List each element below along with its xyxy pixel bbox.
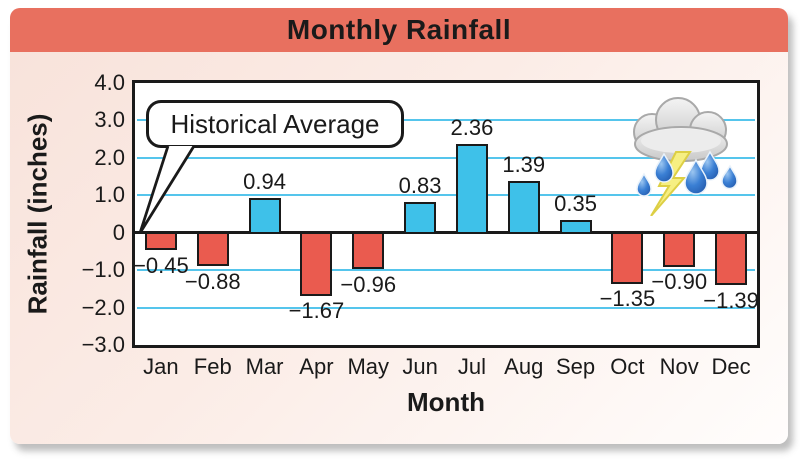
x-tick-label: Aug [504,354,544,379]
bar-value-label: −1.35 [599,286,656,312]
bar [611,231,644,284]
gridline [137,156,755,159]
bar-value-label: −0.90 [651,269,708,295]
y-tick-label: 1.0 [94,182,125,208]
x-tick-label: Mar [245,354,284,379]
x-tick-label: Jan [143,354,179,379]
gridline [137,269,755,272]
gridline [137,119,755,122]
bar [715,231,748,286]
y-tick-label: 0 [112,219,125,245]
y-tick-label: −1.0 [81,257,125,283]
bar [352,231,385,270]
historical-average-label: Historical Average [170,108,380,139]
gridline [137,306,755,309]
y-tick-label: 4.0 [94,70,125,95]
x-tick-label: Dec [711,354,751,379]
bar-value-label: 0.94 [243,168,286,194]
cloud-shape [633,97,728,162]
x-tick-label: Feb [193,354,232,379]
storm-cloud-rain-lightning-icon [633,97,738,216]
x-tick-label: Apr [299,354,334,379]
gridline [137,194,755,197]
y-tick-label: 2.0 [94,144,125,170]
bar-value-label: 0.83 [398,172,442,198]
zero-line [135,231,757,235]
x-tick-label: May [347,354,390,379]
bar-value-label: −1.67 [288,298,345,324]
bar-value-label: −0.88 [184,268,241,294]
bar [404,201,437,235]
y-axis-title: Rainfall (inches) [22,113,53,315]
bar-value-label: 0.35 [554,190,597,216]
x-tick-label: Jun [402,354,438,379]
bar-value-label: −0.96 [340,271,397,297]
bar-value-label: −1.39 [703,287,759,313]
chart-title-bar: Monthly Rainfall [10,8,788,52]
raindrops [636,150,738,197]
bar [300,231,333,296]
bar [455,144,488,235]
bar-value-label: 1.39 [502,151,546,177]
bar [663,231,696,267]
y-tick-label: −3.0 [81,332,125,357]
x-tick-label: Oct [610,354,645,379]
historical-average-callout: Historical Average [146,100,404,148]
x-tick-label: Sep [555,354,596,379]
bar [196,231,229,267]
bar [248,197,281,235]
bar-value-label: 2.36 [450,115,494,141]
x-tick-label: Nov [659,354,699,379]
callout-pointer-icon [138,145,196,234]
x-axis-title: Month [407,387,485,417]
bar [144,231,177,251]
y-tick-label: −2.0 [81,294,125,320]
chart-title: Monthly Rainfall [286,14,512,45]
x-tick-label: Jul [457,354,486,379]
y-tick-label: 3.0 [94,107,125,133]
bar [559,219,592,235]
bar-value-label: −0.45 [133,252,189,278]
lightning-bolt [650,151,692,216]
bar [507,180,540,235]
